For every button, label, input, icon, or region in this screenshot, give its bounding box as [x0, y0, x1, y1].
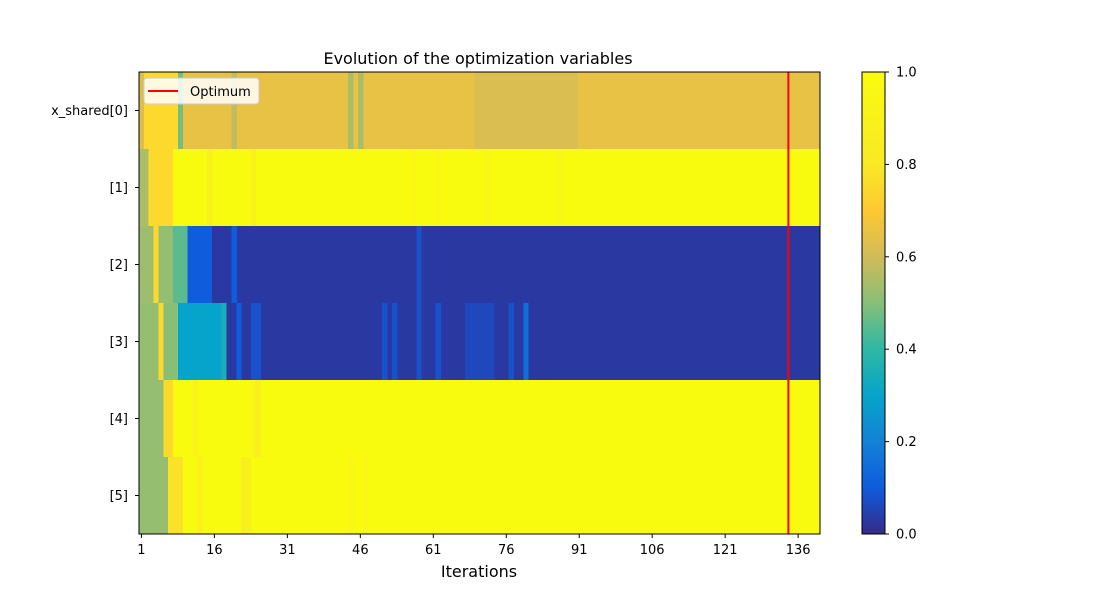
heatmap-cell — [231, 226, 237, 304]
legend-optimum-label: Optimum — [190, 85, 251, 100]
heatmap-cell — [139, 149, 150, 227]
y-tick-label: x_shared[0] — [51, 104, 128, 119]
heatmap-cell — [474, 72, 578, 150]
heatmap-cell — [192, 380, 198, 458]
x-tick-label: 91 — [571, 543, 588, 558]
heatmap-cell — [250, 149, 257, 227]
heatmap-cell — [255, 380, 262, 458]
heatmap-cell — [163, 380, 174, 458]
y-tick-label: [2] — [110, 258, 128, 273]
heatmap-cell — [348, 72, 354, 150]
heatmap-cell — [523, 303, 529, 381]
heatmap-cell — [163, 303, 179, 381]
heatmap-cell — [197, 457, 203, 535]
heatmap-cell — [139, 457, 169, 535]
colorbar-tick-label: 1.0 — [896, 66, 917, 81]
heatmap-cell — [173, 149, 821, 227]
heatmap-cell — [391, 303, 398, 381]
colorbar-tick-label: 0.4 — [896, 343, 917, 358]
heatmap-cell — [236, 303, 242, 381]
colorbar-tick-label: 0.0 — [896, 528, 917, 543]
x-tick-label: 61 — [425, 543, 442, 558]
x-axis: 1 16 31 46 61 76 91 106 121 136 — [137, 534, 811, 558]
heatmap-cell — [250, 303, 257, 381]
colorbar-tick-label: 0.6 — [896, 250, 917, 265]
heatmap-cell — [435, 149, 442, 227]
y-tick-label: [5] — [110, 489, 128, 504]
legend-box — [143, 77, 260, 105]
y-tick-label: [1] — [110, 181, 128, 196]
plot-frame — [138, 71, 821, 535]
heatmap-cell — [557, 149, 563, 227]
x-tick-label: 76 — [498, 543, 515, 558]
heatmap-cell — [139, 303, 159, 381]
x-tick-label: 46 — [352, 543, 369, 558]
colorbar-ticks: 0.0 0.2 0.4 0.6 0.8 1.0 — [885, 66, 917, 543]
x-tick-label: 136 — [786, 543, 811, 558]
colorbar: 0.0 0.2 0.4 0.6 0.8 1.0 — [861, 66, 917, 543]
heatmap-cell — [357, 72, 364, 150]
heatmap-cell — [435, 303, 442, 381]
heatmap-cell — [173, 226, 189, 304]
x-axis-label: Iterations — [441, 562, 517, 581]
heatmap-cell — [348, 457, 354, 535]
heatmap-cell — [508, 303, 515, 381]
heatmap-cell — [211, 226, 821, 304]
heatmap-cell — [153, 226, 159, 304]
heatmap-cell — [173, 380, 821, 458]
heatmap-cell — [207, 149, 213, 227]
colorbar-gradient — [861, 71, 886, 535]
colorbar-tick-label: 0.8 — [896, 158, 917, 173]
heatmap-cell — [177, 303, 223, 381]
heatmap-cell — [411, 149, 417, 227]
heatmap-cell — [362, 457, 369, 535]
colorbar-tick-label: 0.2 — [896, 435, 917, 450]
heatmap-cell — [246, 457, 252, 535]
heatmap-cell — [241, 457, 247, 535]
x-tick-label: 31 — [279, 543, 296, 558]
heatmap-cell — [187, 226, 213, 304]
x-tick-label: 106 — [640, 543, 665, 558]
heatmap-cell — [416, 303, 422, 381]
heatmap-cell — [139, 226, 155, 304]
heatmap-cell — [416, 226, 422, 304]
heatmap-cell — [231, 72, 237, 150]
heatmap-cell — [158, 226, 174, 304]
heatmap-cell — [221, 303, 228, 381]
heatmap-cell — [255, 303, 262, 381]
heatmap-cell — [182, 457, 821, 535]
heatmap-cell — [382, 303, 388, 381]
heatmap-cell — [464, 303, 495, 381]
heatmap-cell — [177, 72, 184, 150]
heatmap-cell — [484, 149, 490, 227]
x-tick-label: 16 — [206, 543, 223, 558]
y-tick-label: [3] — [110, 335, 128, 350]
y-axis: x_shared[0] [1] [2] [3] [4] [5] — [51, 104, 139, 504]
chart-title: Evolution of the optimization variables — [323, 49, 632, 68]
heatmap-grid — [139, 72, 821, 535]
heatmap-cell — [148, 149, 174, 227]
x-tick-label: 121 — [713, 543, 738, 558]
heatmap-cell — [139, 72, 145, 150]
heatmap-cell — [168, 457, 184, 535]
heatmap-cell — [158, 303, 164, 381]
heatmap-cell — [139, 380, 164, 458]
heatmap-cell — [250, 380, 257, 458]
y-tick-label: [4] — [110, 412, 128, 427]
x-tick-label: 1 — [137, 543, 145, 558]
legend: Optimum — [143, 77, 260, 105]
